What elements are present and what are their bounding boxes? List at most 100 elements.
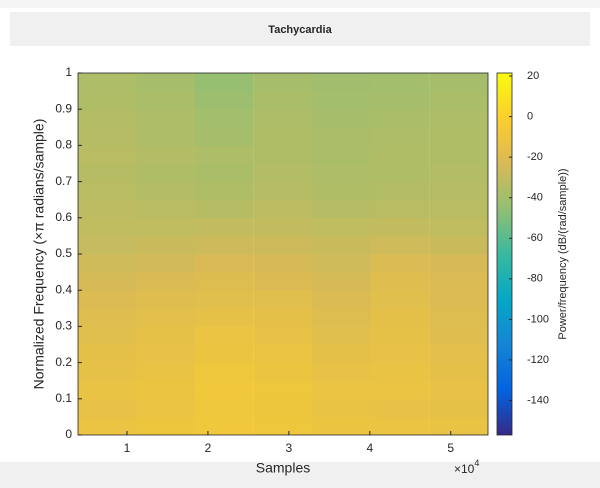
heatmap-cell <box>312 362 372 382</box>
heatmap-cell <box>370 254 430 273</box>
heatmap-cell <box>312 326 372 345</box>
x-exponent: ×104 <box>454 458 479 476</box>
heatmap-cell <box>429 272 488 291</box>
heatmap-cell <box>312 398 372 418</box>
x-tick-label: 3 <box>286 441 293 455</box>
heatmap-cell <box>370 290 430 309</box>
heatmap-cell <box>429 344 488 364</box>
heatmap-cell <box>312 272 372 291</box>
colorbar-tick-label: -80 <box>527 273 543 285</box>
heatmap-cell <box>78 362 138 382</box>
heatmap-cell <box>429 308 488 327</box>
heatmap-cell <box>253 380 313 400</box>
title-band <box>10 12 590 46</box>
heatmap-cell <box>370 199 430 219</box>
heatmap-cell <box>194 181 254 201</box>
heatmap-cell <box>429 199 488 219</box>
heatmap-cell <box>78 254 138 273</box>
chart-title: Tachycardia <box>268 24 332 36</box>
heatmap-cell <box>136 235 196 255</box>
heatmap-cell <box>78 416 138 435</box>
y-tick-label: 0.4 <box>55 282 72 296</box>
y-tick-label: 0.5 <box>55 246 72 260</box>
heatmap-cell <box>370 127 430 146</box>
heatmap-cell <box>429 127 488 146</box>
heatmap-cell <box>429 181 488 201</box>
heatmap-cell <box>136 272 196 291</box>
heatmap-cell <box>194 416 254 435</box>
x-tick-label: 5 <box>447 441 454 455</box>
heatmap-cell <box>429 91 488 110</box>
heatmap-cell <box>194 163 254 183</box>
heatmap-cell <box>136 308 196 327</box>
heatmap-cell <box>78 398 138 418</box>
heatmap-cell <box>370 181 430 201</box>
heatmap-cell <box>370 326 430 345</box>
x-axis-label: Samples <box>256 460 310 476</box>
colorbar <box>496 72 513 436</box>
y-tick-label: 0.8 <box>55 138 72 152</box>
heatmap-cell <box>194 217 254 237</box>
heatmap-cell <box>253 308 313 327</box>
heatmap-cell <box>78 380 138 400</box>
heatmap-cell <box>136 91 196 110</box>
heatmap-cell <box>370 145 430 164</box>
heatmap-cell <box>194 109 254 128</box>
heatmap-cell <box>136 326 196 345</box>
heatmap-cell <box>370 272 430 291</box>
y-tick-label: 0.7 <box>55 174 72 188</box>
heatmap-cell <box>370 217 430 237</box>
y-tick-label: 0.6 <box>55 210 72 224</box>
heatmap-cell <box>312 344 372 364</box>
top-strip <box>0 0 600 8</box>
heatmap-cell <box>136 181 196 201</box>
heatmap-cell <box>253 199 313 219</box>
heatmap-cell <box>370 416 430 435</box>
heatmap-cell <box>136 362 196 382</box>
y-tick-label: 0.2 <box>55 355 72 369</box>
heatmap-cell <box>253 73 313 92</box>
colorbar-tick-label: -100 <box>527 313 549 325</box>
heatmap-cell <box>194 290 254 309</box>
y-tick-label: 0.3 <box>55 319 72 333</box>
x-tick-label: 2 <box>205 441 212 455</box>
heatmap-cell <box>312 217 372 237</box>
heatmap-cell <box>370 398 430 418</box>
heatmap-cell <box>429 217 488 237</box>
heatmap-cell <box>136 127 196 146</box>
heatmap-cell <box>253 272 313 291</box>
heatmap-cell <box>253 127 313 146</box>
heatmap-cell <box>78 235 138 255</box>
heatmap-cell <box>312 308 372 327</box>
heatmap-cell <box>136 217 196 237</box>
heatmap-cell <box>312 109 372 128</box>
heatmap-cell <box>194 73 254 92</box>
heatmap-cell <box>78 163 138 183</box>
heatmap-cell <box>136 163 196 183</box>
heatmap-cell <box>136 290 196 309</box>
bottom-band <box>0 462 600 488</box>
heatmap-cell <box>78 199 138 219</box>
x-exponent-power: 4 <box>474 458 479 468</box>
heatmap-cell <box>429 254 488 273</box>
heatmap-cell <box>136 380 196 400</box>
heatmap-cell <box>312 290 372 309</box>
y-tick-label: 1 <box>65 65 72 79</box>
y-tick-label: 0 <box>65 427 72 441</box>
heatmap-cell <box>194 398 254 418</box>
heatmap-cell <box>312 145 372 164</box>
heatmap-cell <box>429 73 488 92</box>
heatmap-cell <box>253 145 313 164</box>
colorbar-tick-label: -20 <box>527 151 543 163</box>
heatmap-cell <box>429 145 488 164</box>
heatmap-cell <box>312 254 372 273</box>
colorbar-label: Power/frequency (dB/(rad/sample)) <box>557 168 569 339</box>
heatmap-cell <box>253 235 313 255</box>
x-exponent-base: ×10 <box>454 462 475 476</box>
heatmap-cell <box>429 380 488 400</box>
heatmap-cell <box>312 380 372 400</box>
heatmap-cell <box>253 344 313 364</box>
heatmap-cell <box>312 199 372 219</box>
